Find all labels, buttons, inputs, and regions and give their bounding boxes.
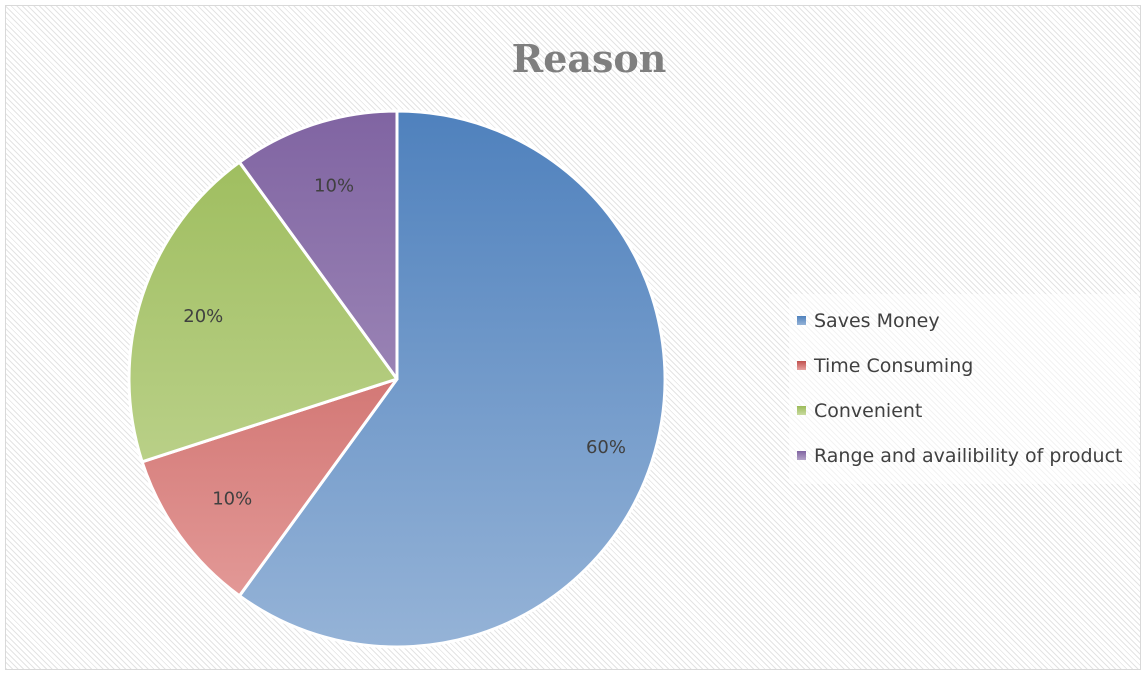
- legend-label: Time Consuming: [814, 354, 974, 377]
- pie-slice-time-consuming: [140, 377, 399, 598]
- legend-label: Saves Money: [814, 309, 940, 332]
- pie-slice-convenient: [127, 160, 399, 464]
- pie-slice-range-and-availibility-of-product: [237, 109, 399, 381]
- legend-swatch-saves-money: [797, 316, 806, 325]
- pie-chart: 60% 10% 20% 10%: [127, 109, 667, 649]
- legend-item-range-and-availibility-of-product: Range and availibility of product: [797, 433, 1139, 478]
- legend-label: Convenient: [814, 399, 923, 422]
- legend-item-saves-money: Saves Money: [797, 298, 1139, 343]
- pie-slices: [127, 109, 667, 649]
- pie-slice-saves-money: [237, 109, 667, 649]
- chart-title: Reason: [511, 36, 667, 81]
- legend-item-convenient: Convenient: [797, 388, 1139, 433]
- legend-label: Range and availibility of product: [814, 444, 1123, 467]
- legend-item-time-consuming: Time Consuming: [797, 343, 1139, 388]
- data-label-convenient: 20%: [183, 306, 223, 327]
- legend-swatch-time-consuming: [797, 361, 806, 370]
- legend-swatch-range-and-availibility-of-product: [797, 451, 806, 460]
- data-label-range-and-availibility-of-product: 10%: [314, 175, 354, 196]
- data-label-saves-money: 60%: [586, 437, 626, 458]
- chart-area: Reason 60% 10% 20% 10% Saves Money Time Cons…: [5, 5, 1141, 670]
- pie-data-labels: 60% 10% 20% 10%: [183, 175, 626, 509]
- data-label-time-consuming: 10%: [212, 489, 252, 510]
- legend: Saves Money Time Consuming Convenient Range…: [789, 294, 1139, 484]
- legend-swatch-convenient: [797, 406, 806, 415]
